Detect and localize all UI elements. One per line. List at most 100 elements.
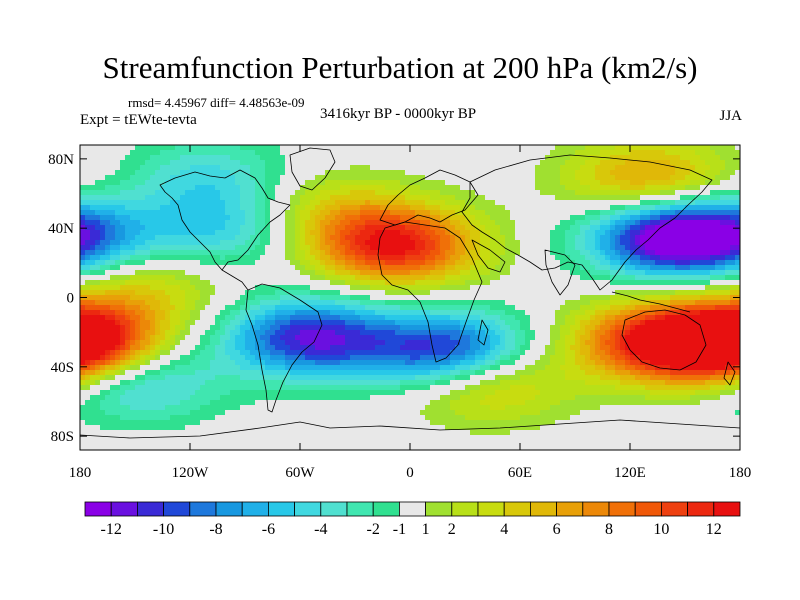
field-cell	[700, 175, 706, 181]
field-cell	[495, 145, 501, 151]
field-cell	[560, 305, 566, 311]
field-cell	[360, 210, 366, 216]
field-cell	[85, 245, 91, 251]
field-cell	[555, 275, 561, 281]
field-cell	[730, 235, 736, 241]
field-cell	[300, 170, 306, 176]
field-cell	[560, 180, 566, 186]
field-cell	[590, 190, 596, 196]
field-cell	[465, 195, 471, 201]
field-cell	[270, 290, 276, 296]
field-cell	[295, 325, 301, 331]
field-cell	[575, 195, 581, 201]
field-cell	[400, 225, 406, 231]
field-cell	[530, 240, 536, 246]
field-cell	[185, 330, 191, 336]
field-cell	[635, 255, 641, 261]
field-cell	[515, 175, 521, 181]
field-cell	[110, 320, 116, 326]
field-cell	[280, 200, 286, 206]
field-cell	[575, 235, 581, 241]
field-cell	[340, 290, 346, 296]
field-cell	[515, 250, 521, 256]
field-cell	[580, 170, 586, 176]
field-cell	[465, 330, 471, 336]
field-cell	[205, 195, 211, 201]
field-cell	[415, 210, 421, 216]
field-cell	[685, 185, 691, 191]
field-cell	[580, 315, 586, 321]
field-cell	[210, 200, 216, 206]
field-cell	[610, 310, 616, 316]
field-cell	[140, 170, 146, 176]
field-cell	[630, 270, 636, 276]
field-cell	[725, 165, 731, 171]
field-cell	[380, 250, 386, 256]
field-cell	[390, 260, 396, 266]
field-cell	[195, 150, 201, 156]
field-cell	[245, 320, 251, 326]
field-cell	[380, 210, 386, 216]
field-cell	[420, 175, 426, 181]
field-cell	[270, 325, 276, 331]
field-cell	[655, 145, 661, 151]
field-cell	[610, 145, 616, 151]
field-cell	[225, 275, 231, 281]
field-cell	[640, 190, 646, 196]
field-cell	[270, 240, 276, 246]
field-cell	[490, 190, 496, 196]
field-cell	[265, 325, 271, 331]
field-cell	[150, 275, 156, 281]
field-cell	[440, 235, 446, 241]
field-cell	[415, 270, 421, 276]
field-cell	[90, 220, 96, 226]
field-cell	[455, 155, 461, 161]
field-cell	[695, 250, 701, 256]
field-cell	[495, 260, 501, 266]
field-cell	[365, 315, 371, 321]
field-cell	[695, 290, 701, 296]
field-cell	[595, 220, 601, 226]
field-cell	[160, 245, 166, 251]
field-cell	[90, 300, 96, 306]
field-cell	[545, 245, 551, 251]
field-cell	[105, 245, 111, 251]
field-cell	[140, 305, 146, 311]
field-cell	[170, 175, 176, 181]
field-cell	[675, 305, 681, 311]
field-cell	[95, 170, 101, 176]
field-cell	[655, 165, 661, 171]
field-cell	[180, 235, 186, 241]
field-cell	[405, 210, 411, 216]
field-cell	[95, 265, 101, 271]
field-cell	[130, 155, 136, 161]
field-cell	[160, 185, 166, 191]
field-cell	[205, 305, 211, 311]
field-cell	[210, 175, 216, 181]
field-cell	[525, 230, 531, 236]
field-cell	[330, 230, 336, 236]
field-cell	[495, 205, 501, 211]
field-cell	[470, 205, 476, 211]
field-cell	[390, 180, 396, 186]
field-cell	[475, 160, 481, 166]
field-cell	[270, 165, 276, 171]
field-cell	[410, 290, 416, 296]
field-cell	[205, 280, 211, 286]
field-cell	[700, 180, 706, 186]
field-cell	[350, 235, 356, 241]
field-cell	[305, 270, 311, 276]
field-cell	[430, 195, 436, 201]
field-cell	[325, 265, 331, 271]
field-cell	[335, 290, 341, 296]
field-cell	[460, 320, 466, 326]
field-cell	[410, 160, 416, 166]
field-cell	[620, 200, 626, 206]
field-cell	[715, 285, 721, 291]
field-cell	[340, 230, 346, 236]
field-cell	[525, 280, 531, 286]
field-cell	[520, 325, 526, 331]
field-cell	[115, 280, 121, 286]
field-cell	[575, 330, 581, 336]
field-cell	[625, 290, 631, 296]
